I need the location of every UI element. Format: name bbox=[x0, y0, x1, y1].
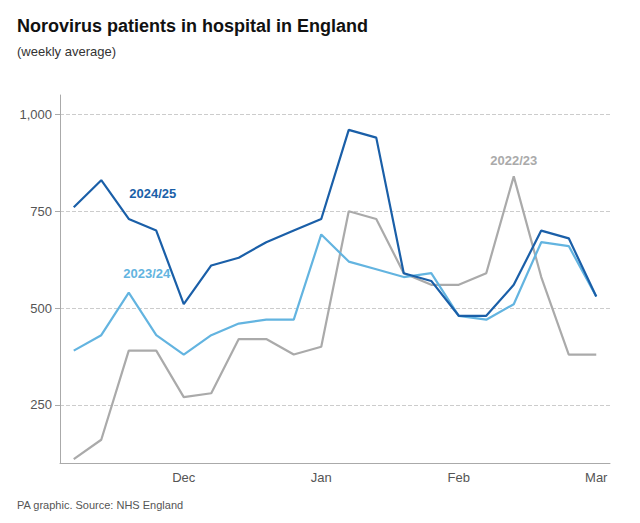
svg-text:(weekly average): (weekly average) bbox=[17, 44, 116, 59]
svg-text:Jan: Jan bbox=[311, 470, 332, 485]
svg-text:2024/25: 2024/25 bbox=[129, 186, 176, 201]
svg-text:Norovirus patients in hospital: Norovirus patients in hospital in Englan… bbox=[17, 16, 368, 36]
svg-text:Feb: Feb bbox=[448, 470, 470, 485]
svg-text:PA graphic. Source: NHS Englan: PA graphic. Source: NHS England bbox=[17, 499, 183, 511]
svg-text:750: 750 bbox=[30, 204, 52, 219]
svg-text:Mar: Mar bbox=[585, 470, 608, 485]
svg-text:1,000: 1,000 bbox=[19, 107, 52, 122]
svg-text:500: 500 bbox=[30, 301, 52, 316]
svg-text:Dec: Dec bbox=[172, 470, 196, 485]
svg-text:250: 250 bbox=[30, 397, 52, 412]
svg-text:2023/24: 2023/24 bbox=[123, 266, 171, 281]
svg-text:2022/23: 2022/23 bbox=[490, 153, 537, 168]
